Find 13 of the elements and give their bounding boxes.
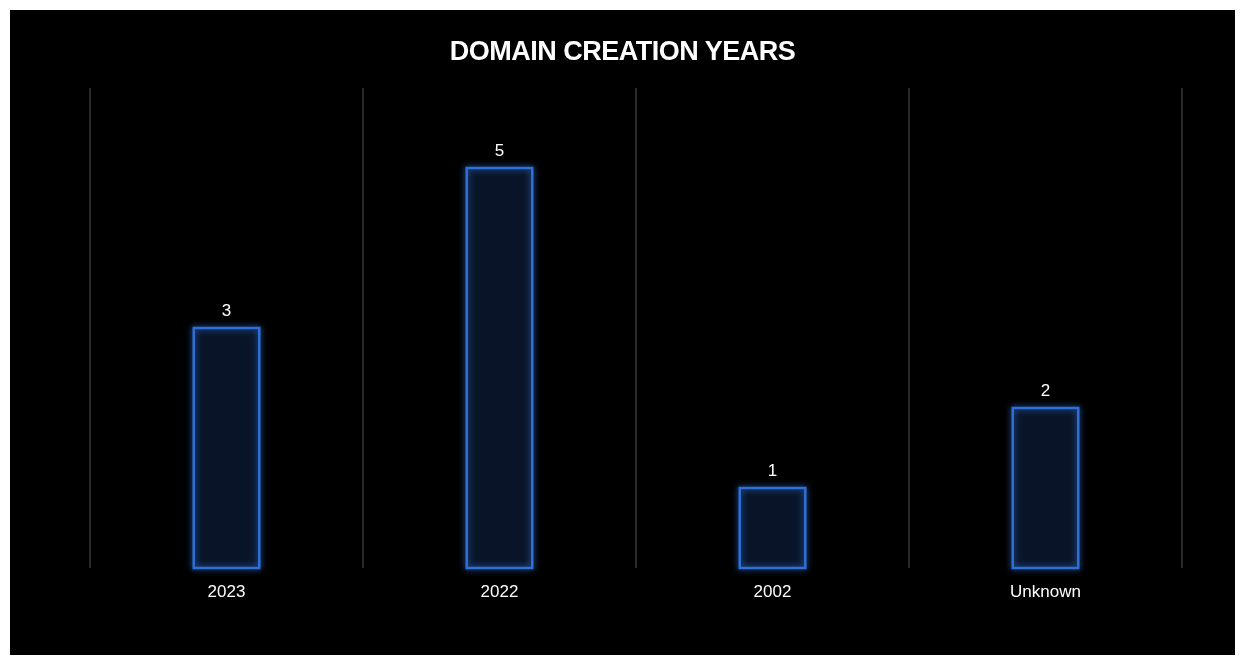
bar — [738, 486, 807, 570]
x-tick-label: 2002 — [753, 582, 792, 601]
x-tick-label: 2023 — [207, 582, 246, 601]
bar — [1011, 406, 1080, 570]
x-tick-label: 2022 — [480, 582, 519, 601]
data-label: 2 — [1040, 381, 1051, 400]
chart-title: DOMAIN CREATION YEARS — [449, 36, 796, 66]
bar — [192, 326, 261, 570]
x-tick-label: Unknown — [1010, 582, 1081, 601]
bar — [465, 166, 534, 570]
data-label: 3 — [221, 301, 232, 320]
data-label: 5 — [494, 141, 505, 160]
data-label: 1 — [767, 461, 778, 480]
